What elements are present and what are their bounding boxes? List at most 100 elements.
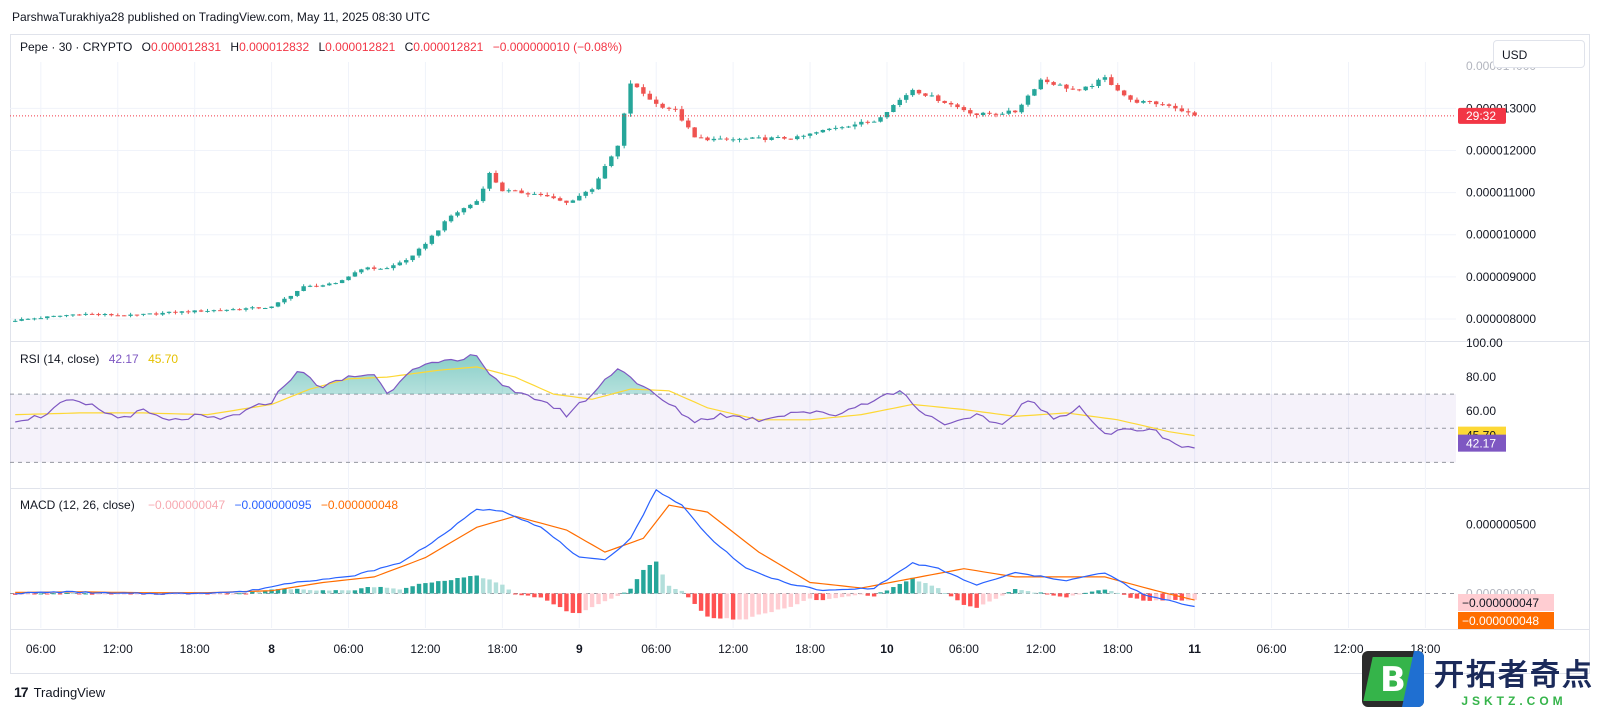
macd-histogram-bar bbox=[609, 593, 614, 599]
price-tick-label: 0.000012000 bbox=[1466, 143, 1536, 157]
candle-body bbox=[1070, 88, 1076, 90]
candle-body bbox=[230, 309, 236, 311]
candle-body bbox=[769, 137, 774, 140]
macd-histogram-bar bbox=[993, 593, 999, 599]
candle-body bbox=[416, 248, 422, 256]
time-tick-label: 06:00 bbox=[949, 642, 979, 656]
candle-body bbox=[1057, 84, 1063, 86]
candle-body bbox=[57, 315, 63, 317]
candle-body bbox=[775, 136, 781, 138]
macd-histogram-bar bbox=[468, 576, 473, 594]
macd-histogram-bar bbox=[903, 581, 909, 594]
macd-histogram-bar bbox=[718, 593, 723, 619]
macd-histogram-bar bbox=[1019, 590, 1024, 594]
candle-body bbox=[141, 313, 146, 315]
currency-button[interactable]: USD bbox=[1493, 40, 1585, 68]
candle-body bbox=[179, 311, 185, 313]
macd-histogram-bar bbox=[929, 585, 935, 594]
tradingview-mark-icon: 17 bbox=[14, 684, 29, 700]
candle-body bbox=[1083, 86, 1088, 91]
candle-body bbox=[743, 138, 749, 140]
candle-body bbox=[269, 306, 274, 309]
candle-body bbox=[173, 311, 178, 313]
macd-histogram-bar bbox=[673, 588, 678, 594]
macd-histogram-bar bbox=[115, 593, 120, 595]
time-tick-label: 11 bbox=[1188, 642, 1201, 656]
macd-histogram-bar bbox=[884, 590, 890, 594]
macd-histogram-bar bbox=[769, 593, 774, 613]
candle-body bbox=[1128, 95, 1133, 100]
rsi-label[interactable]: RSI (14, close) bbox=[20, 352, 100, 366]
candle-body bbox=[359, 269, 364, 273]
candle-body bbox=[545, 195, 550, 197]
candle-body bbox=[711, 138, 717, 141]
candle-body bbox=[923, 93, 928, 96]
macd-histogram-bar bbox=[583, 593, 588, 611]
macd-label[interactable]: MACD (12, 26, close) bbox=[20, 498, 135, 512]
macd-histogram-bar bbox=[32, 593, 37, 595]
candle-body bbox=[1192, 112, 1197, 116]
macd-histogram-bar bbox=[378, 586, 383, 594]
macd-histogram-bar bbox=[1166, 593, 1172, 600]
high-value: 0.000012832 bbox=[239, 40, 310, 54]
candle-body bbox=[782, 136, 787, 139]
candle-body bbox=[468, 204, 473, 209]
macd-histogram-bar bbox=[506, 589, 511, 594]
watermark-cn-text: 开拓者奇点 bbox=[1434, 658, 1594, 693]
candle-body bbox=[147, 313, 153, 315]
macd-histogram-bar bbox=[262, 590, 268, 594]
symbol-label[interactable]: Pepe · 30 · CRYPTO bbox=[20, 40, 133, 54]
candle-body bbox=[1038, 79, 1044, 90]
macd-histogram-bar bbox=[596, 593, 601, 605]
macd-histogram-bar bbox=[493, 582, 499, 594]
candle-body bbox=[577, 195, 582, 201]
candle-body bbox=[25, 318, 31, 320]
tradingview-logo[interactable]: 17 TradingView bbox=[14, 684, 105, 700]
macd-histogram-bar bbox=[615, 593, 620, 596]
candle-body bbox=[1045, 79, 1050, 83]
macd-histogram-bar bbox=[628, 588, 633, 594]
candle-body bbox=[756, 137, 761, 139]
candle-body bbox=[512, 190, 518, 192]
rsi-legend: RSI (14, close) 42.17 45.70 bbox=[20, 352, 184, 366]
candle-body bbox=[1102, 77, 1108, 80]
candle-body bbox=[525, 193, 531, 195]
candle-body bbox=[801, 135, 806, 137]
price-tick-label: 0.000011000 bbox=[1466, 186, 1536, 200]
macd-histogram-bar bbox=[487, 579, 492, 594]
macd-histogram-bar bbox=[404, 587, 409, 594]
macd-histogram-bar bbox=[724, 593, 729, 619]
candle-body bbox=[666, 107, 672, 109]
candle-body bbox=[871, 121, 877, 123]
candle-body bbox=[288, 295, 294, 299]
macd-histogram-bar bbox=[359, 588, 364, 594]
candle-body bbox=[1153, 101, 1159, 105]
macd-histogram-bar bbox=[1038, 592, 1044, 594]
macd-histogram-bar bbox=[807, 593, 813, 599]
macd-histogram-bar bbox=[371, 587, 377, 594]
macd-histogram-bar bbox=[64, 592, 69, 594]
candle-body bbox=[936, 95, 941, 101]
candle-body bbox=[795, 136, 800, 140]
macd-histogram-bar bbox=[57, 593, 63, 595]
macd-histogram-bar bbox=[756, 593, 761, 615]
candle-body bbox=[1096, 79, 1101, 86]
time-tick-label: 06:00 bbox=[334, 642, 364, 656]
time-tick-label: 12:00 bbox=[718, 642, 748, 656]
macd-histogram-bar bbox=[782, 593, 787, 609]
macd-histogram-bar bbox=[692, 593, 697, 604]
candle-body bbox=[538, 193, 544, 196]
candle-body bbox=[724, 138, 729, 140]
macd-histogram-bar bbox=[679, 590, 685, 594]
candle-body bbox=[429, 235, 435, 244]
macd-histogram-bar bbox=[859, 593, 864, 595]
macd-histogram-bar bbox=[269, 589, 274, 594]
candle-body bbox=[13, 320, 18, 322]
candle-body bbox=[884, 112, 890, 118]
macd-histogram-bar bbox=[654, 561, 659, 594]
candle-body bbox=[256, 307, 261, 309]
candle-body bbox=[423, 243, 428, 249]
candle-body bbox=[698, 137, 704, 139]
candle-body bbox=[96, 314, 101, 316]
